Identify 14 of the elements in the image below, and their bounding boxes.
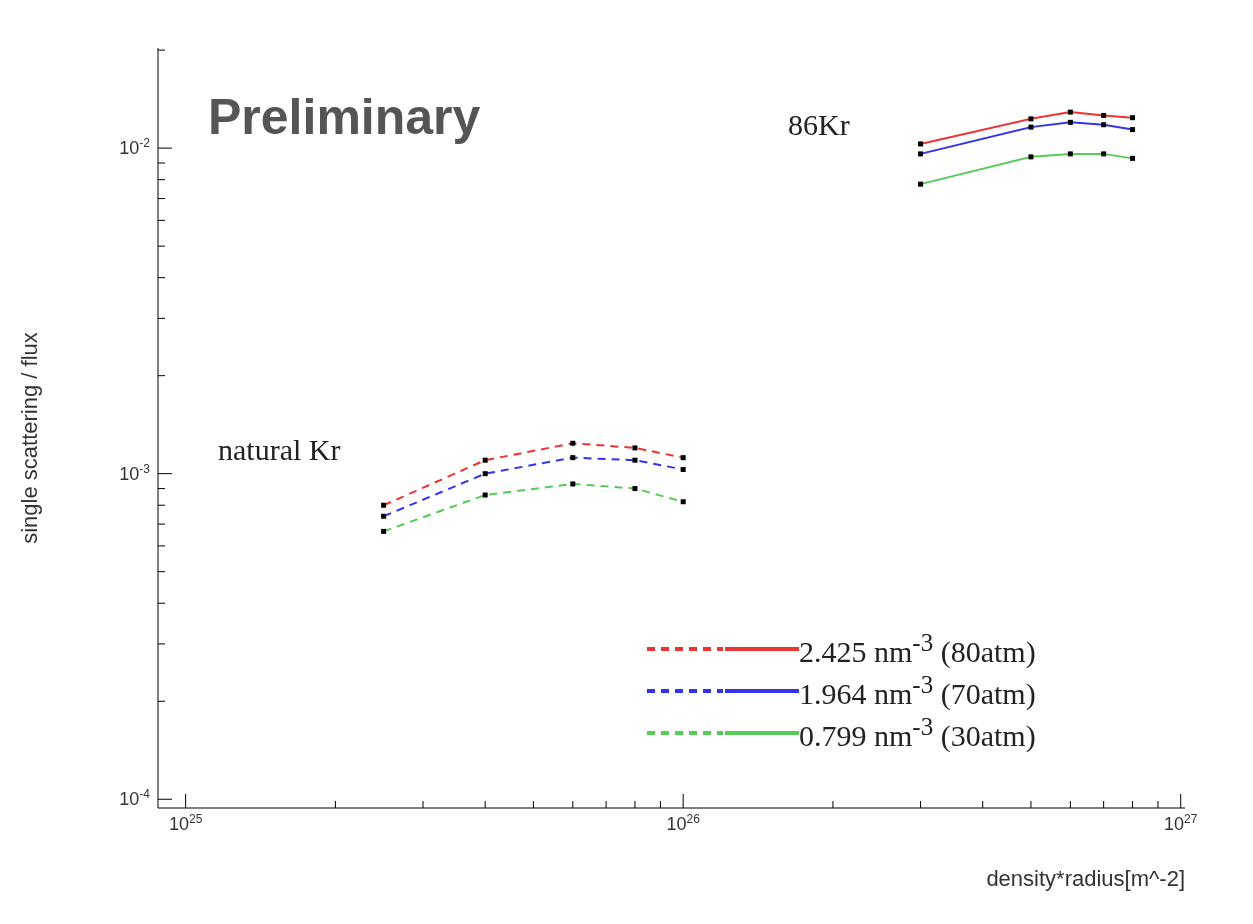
y-tick-label: 10$^{-3}$ [119, 461, 151, 484]
x-tick-label: 10$^{26}$ [666, 812, 701, 834]
legend-label: 0.799 nm$^{-3}$ (30atm) [799, 713, 1036, 752]
x-axis-title: density*radius[m^-2] [986, 866, 1185, 891]
annotation: 86Kr [788, 108, 850, 141]
y-tick-label: 10$^{-2}$ [119, 136, 151, 159]
x-tick-label: 10$^{25}$ [168, 812, 203, 834]
annotation: natural Kr [218, 433, 341, 466]
y-tick-label: 10$^{-4}$ [119, 787, 151, 810]
y-axis-title: single scattering / flux [17, 332, 42, 544]
x-tick-label: 10$^{27}$ [1164, 812, 1198, 834]
legend-label: 1.964 nm$^{-3}$ (70atm) [799, 671, 1036, 710]
annotation: Preliminary [208, 89, 481, 145]
legend-label: 2.425 nm$^{-3}$ (80atm) [799, 629, 1036, 668]
